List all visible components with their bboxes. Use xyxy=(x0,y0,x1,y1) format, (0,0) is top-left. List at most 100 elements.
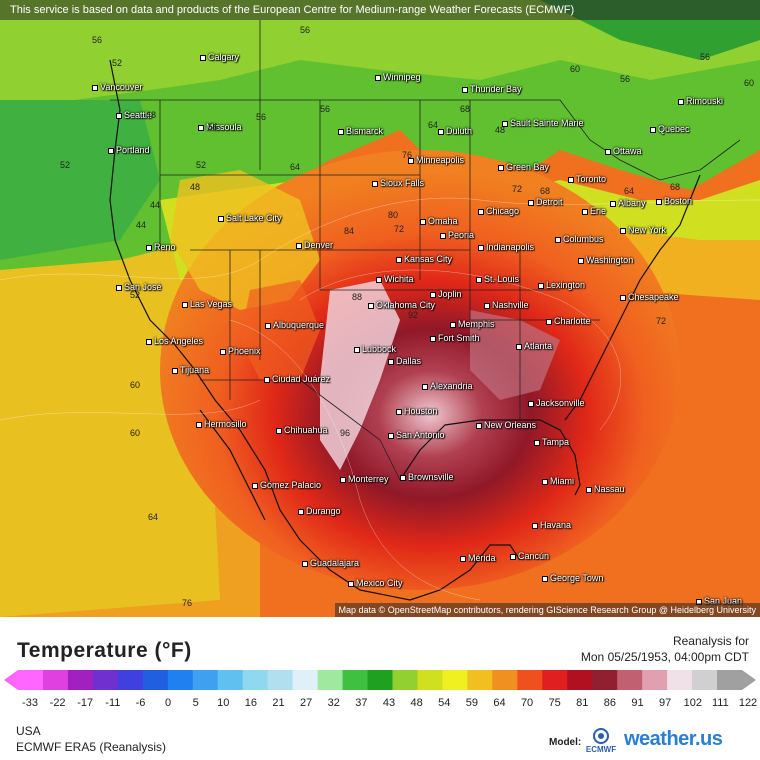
temperature-map[interactable]: This service is based on data and produc… xyxy=(0,0,760,617)
weather-us-logo[interactable]: weather.us xyxy=(624,728,723,750)
city-marker-icon xyxy=(220,348,226,355)
colorbar-segment xyxy=(517,670,543,690)
city-name: Calgary xyxy=(208,52,240,62)
city-marker-icon xyxy=(420,218,426,225)
city-name: Los Angeles xyxy=(154,336,204,346)
isotherm-label: 48 xyxy=(495,125,506,135)
city-marker-icon xyxy=(620,227,626,234)
city-name: George Town xyxy=(550,573,604,583)
city-name: Omaha xyxy=(428,216,458,226)
city-label: Denver xyxy=(296,240,333,250)
isotherm-label: 52 xyxy=(60,160,71,170)
colorbar-tick-label: 122 xyxy=(738,697,758,709)
colorbar-tick-label: -11 xyxy=(105,697,121,709)
city-marker-icon xyxy=(252,482,258,489)
colorbar-tick-label: 111 xyxy=(712,697,729,709)
colorbar-segment xyxy=(317,670,344,690)
city-marker-icon xyxy=(396,408,402,415)
isotherm-label: 64 xyxy=(290,162,301,172)
city-name: Rimouski xyxy=(686,96,724,106)
colorbar-segment xyxy=(117,670,144,690)
city-label: Guadalajara xyxy=(302,558,359,568)
city-name: Wichita xyxy=(384,274,414,284)
city-label: Chicago xyxy=(478,206,519,216)
city-name: Albany xyxy=(618,198,646,208)
city-marker-icon xyxy=(276,427,282,434)
city-marker-icon xyxy=(528,199,534,206)
ecmwf-attribution: This service is based on data and produc… xyxy=(0,0,760,20)
city-label: Wichita xyxy=(376,274,414,284)
city-name: Tijuana xyxy=(180,365,210,375)
city-marker-icon xyxy=(400,474,406,481)
city-label: San José xyxy=(116,282,162,292)
colorbar-segment xyxy=(617,670,643,690)
isotherm-label: 72 xyxy=(656,316,667,326)
city-label: Indianapolis xyxy=(478,242,534,252)
city-marker-icon xyxy=(542,478,548,485)
city-marker-icon xyxy=(196,421,202,428)
city-label: Cancún xyxy=(510,551,549,561)
temperature-colorbar xyxy=(4,670,756,690)
city-name: Green Bay xyxy=(506,162,550,172)
city-label: Dallas xyxy=(388,356,421,366)
map-attribution[interactable]: Map data © OpenStreetMap contributors, r… xyxy=(334,603,760,617)
city-marker-icon xyxy=(586,486,592,493)
city-label: Duluth xyxy=(438,126,472,136)
city-name: Sault Sainte Marie xyxy=(510,118,584,128)
isotherm-label: 64 xyxy=(148,512,159,522)
city-marker-icon xyxy=(476,276,482,283)
isotherm-label: 64 xyxy=(428,120,439,130)
city-name: Charlotte xyxy=(554,316,591,326)
city-marker-icon xyxy=(376,276,382,283)
city-name: Sioux Falls xyxy=(380,178,425,188)
isotherm-label: 64 xyxy=(624,186,635,196)
isotherm-label: 68 xyxy=(540,186,551,196)
city-label: Ciudad Juárez xyxy=(264,374,330,384)
city-marker-icon xyxy=(354,346,360,353)
city-name: San Antonio xyxy=(396,430,445,440)
city-label: Missoula xyxy=(198,122,242,132)
isotherm-label: 76 xyxy=(402,150,413,160)
city-marker-icon xyxy=(450,321,456,328)
city-marker-icon xyxy=(656,198,662,205)
city-marker-icon xyxy=(516,343,522,350)
city-marker-icon xyxy=(108,147,114,154)
city-marker-icon xyxy=(528,400,534,407)
city-label: Toronto xyxy=(568,174,606,184)
city-marker-icon xyxy=(182,301,188,308)
colorbar-min-arrow xyxy=(4,670,18,690)
city-label: Memphis xyxy=(450,319,495,329)
city-label: Chesapeake xyxy=(620,292,679,302)
city-marker-icon xyxy=(476,422,482,429)
ecmwf-logo[interactable]: ECMWF xyxy=(583,726,619,754)
colorbar-tick-label: 91 xyxy=(631,697,644,709)
city-name: Houston xyxy=(404,406,438,416)
city-name: Fort Smith xyxy=(438,333,480,343)
city-name: Nashville xyxy=(492,300,529,310)
city-marker-icon xyxy=(302,560,308,567)
city-name: Reno xyxy=(154,242,176,252)
city-name: Chihuahua xyxy=(284,425,328,435)
city-name: Alexandria xyxy=(430,381,473,391)
city-label: Chihuahua xyxy=(276,425,328,435)
colorbar-tick-label: 86 xyxy=(603,697,617,709)
city-marker-icon xyxy=(265,322,271,329)
city-name: Miami xyxy=(550,476,574,486)
city-marker-icon xyxy=(116,112,122,119)
colorbar-segment xyxy=(592,670,618,690)
city-marker-icon xyxy=(218,215,224,222)
city-label: Quebec xyxy=(650,124,690,134)
city-label: Nashville xyxy=(484,300,529,310)
city-label: Charlotte xyxy=(546,316,591,326)
colorbar-tick-label: 48 xyxy=(410,697,423,709)
city-label: Green Bay xyxy=(498,162,549,172)
isotherm-label: 96 xyxy=(340,428,351,438)
colorbar-tick-label: 32 xyxy=(327,697,340,709)
city-label: Albany xyxy=(610,198,646,208)
isotherm-label: 56 xyxy=(256,112,267,122)
city-label: Alexandria xyxy=(422,381,473,391)
city-name: Mérida xyxy=(468,553,496,563)
city-label: Seattle xyxy=(116,110,152,120)
city-marker-icon xyxy=(478,244,484,251)
isotherm-label: 60 xyxy=(130,380,141,390)
